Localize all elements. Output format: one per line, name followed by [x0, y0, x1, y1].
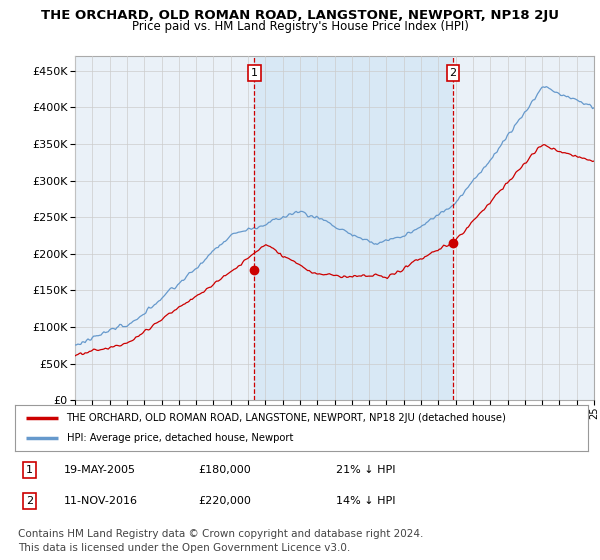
Text: 14% ↓ HPI: 14% ↓ HPI: [336, 496, 395, 506]
Text: £220,000: £220,000: [199, 496, 251, 506]
Text: 1: 1: [26, 465, 33, 475]
Text: HPI: Average price, detached house, Newport: HPI: Average price, detached house, Newp…: [67, 433, 293, 443]
Text: 2: 2: [449, 68, 457, 78]
Text: Price paid vs. HM Land Registry's House Price Index (HPI): Price paid vs. HM Land Registry's House …: [131, 20, 469, 32]
Bar: [254, 56, 453, 400]
Text: 11-NOV-2016: 11-NOV-2016: [64, 496, 138, 506]
Text: THE ORCHARD, OLD ROMAN ROAD, LANGSTONE, NEWPORT, NP18 2JU: THE ORCHARD, OLD ROMAN ROAD, LANGSTONE, …: [41, 9, 559, 22]
Text: 21% ↓ HPI: 21% ↓ HPI: [336, 465, 395, 475]
Text: Contains HM Land Registry data © Crown copyright and database right 2024.
This d: Contains HM Land Registry data © Crown c…: [18, 529, 424, 553]
Text: £180,000: £180,000: [199, 465, 251, 475]
Text: THE ORCHARD, OLD ROMAN ROAD, LANGSTONE, NEWPORT, NP18 2JU (detached house): THE ORCHARD, OLD ROMAN ROAD, LANGSTONE, …: [67, 413, 506, 423]
Text: 1: 1: [251, 68, 258, 78]
Text: 2: 2: [26, 496, 33, 506]
Text: 19-MAY-2005: 19-MAY-2005: [64, 465, 136, 475]
